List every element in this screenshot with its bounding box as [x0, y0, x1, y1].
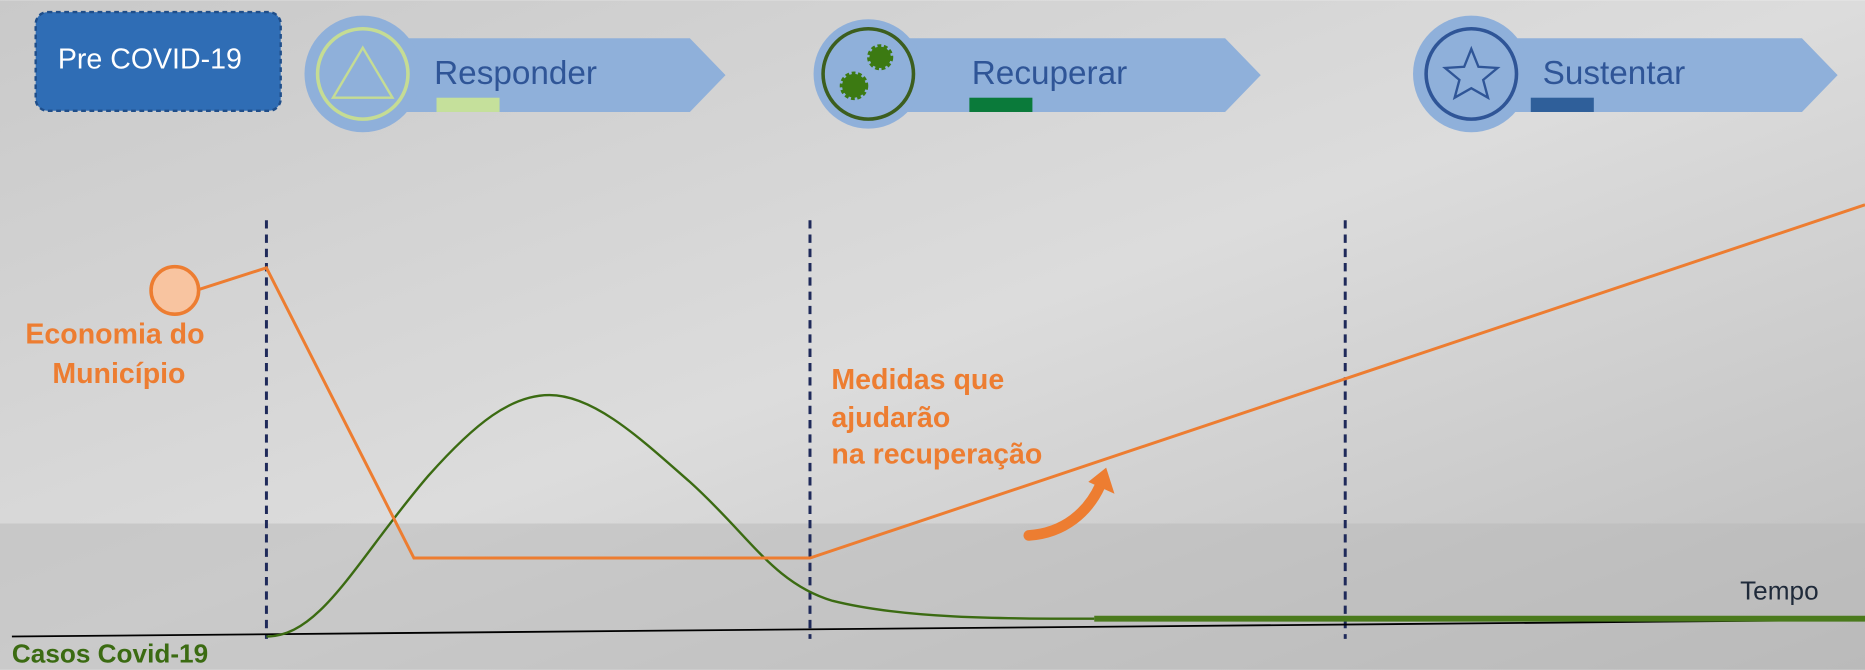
phase-icon-ring: [315, 26, 410, 121]
warning-icon: [330, 45, 395, 99]
recovery-arrow: [1023, 480, 1106, 541]
economy-curve: [199, 203, 1865, 560]
phase-underline: [1530, 97, 1594, 112]
phase-underline: [969, 97, 1033, 112]
time-axis: [11, 618, 1865, 638]
time-label: Tempo: [1740, 575, 1819, 605]
phase-label: Pre COVID-19: [58, 43, 242, 75]
recovery-arrowhead: [1088, 467, 1115, 494]
phase-icon-ring: [1424, 26, 1519, 121]
pre-covid-box: [34, 10, 282, 112]
measures-label: Medidas que ajudarão na recuperação: [831, 363, 1042, 470]
phase-label: Recuperar: [972, 55, 1127, 92]
economy-label: Economia do Município: [25, 318, 212, 389]
phase-icon: [813, 19, 923, 129]
phase-icon-ring: [821, 26, 916, 121]
phase-arrow: [880, 38, 1261, 112]
star-icon: [1442, 45, 1501, 101]
gear-icon: [867, 44, 894, 71]
phase-label: Sustentar: [1543, 55, 1686, 92]
phase-arrow: [1480, 38, 1838, 112]
cases-label: Casos Covid-19: [12, 638, 208, 668]
covid-curve: [266, 393, 1095, 638]
economy-marker: [149, 264, 201, 316]
phase-icon: [1413, 15, 1530, 133]
phase-underline: [436, 97, 500, 112]
phase-icon: [304, 15, 422, 133]
phase-arrow: [380, 38, 726, 112]
phase-label: Responder: [434, 55, 597, 92]
gear-icon: [839, 71, 869, 101]
city-shade: [0, 523, 1865, 670]
